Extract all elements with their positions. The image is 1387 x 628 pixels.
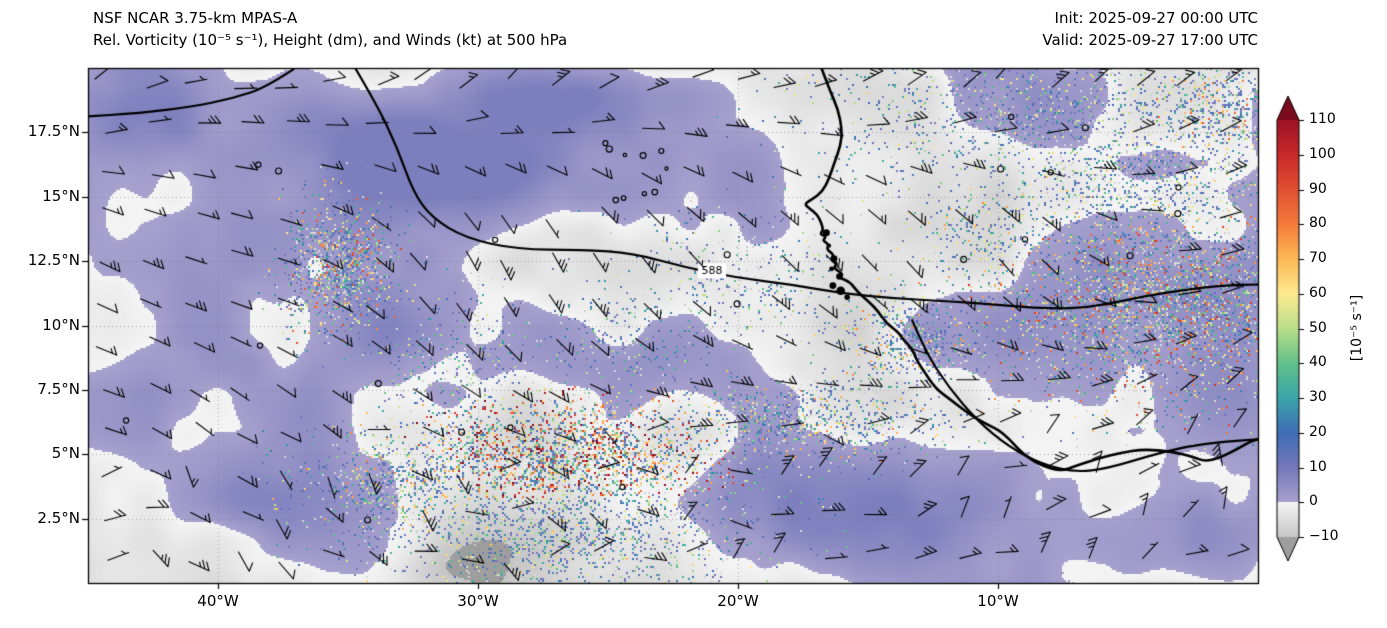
colorbar-tick-label: 90	[1309, 180, 1327, 197]
field-subtitle: Rel. Vorticity (10⁻⁵ s⁻¹), Height (dm), …	[93, 31, 568, 49]
colorbar-tick-label: 80	[1309, 215, 1327, 232]
x-tick-label: 40°W	[197, 592, 239, 610]
colorbar-tick-label: 0	[1309, 493, 1318, 510]
y-tick-label: 5°N	[51, 444, 80, 463]
model-title: NSF NCAR 3.75-km MPAS-A	[93, 9, 298, 27]
y-tick-label: 12.5°N	[27, 251, 80, 270]
colorbar-tick-label: 50	[1309, 319, 1327, 336]
colorbar-tick-label: 110	[1309, 111, 1336, 127]
colorbar-tick-label: 30	[1309, 389, 1327, 405]
colorbar-tick-label: 20	[1309, 423, 1327, 440]
colorbar-tick-label: 40	[1309, 354, 1327, 371]
y-tick-label: 17.5°N	[27, 122, 80, 141]
x-tick-label: 20°W	[717, 592, 759, 610]
x-tick-label: 10°W	[977, 592, 1019, 610]
colorbar-tick-label: 10	[1309, 458, 1327, 475]
valid-time-label: Valid: 2025-09-27 17:00 UTC	[1042, 31, 1258, 49]
y-tick-label: 15°N	[42, 186, 80, 205]
init-time-label: Init: 2025-09-27 00:00 UTC	[1054, 9, 1258, 27]
colorbar-tick-label: 70	[1309, 250, 1327, 266]
colorbar-tick-label: 100	[1309, 145, 1336, 162]
y-tick-label: 2.5°N	[37, 508, 80, 527]
y-tick-label: 10°N	[42, 315, 80, 334]
x-tick-label: 30°W	[457, 592, 499, 610]
y-tick-label: 7.5°N	[37, 379, 80, 398]
colorbar-tick-label: −10	[1309, 528, 1339, 544]
colorbar-tick-label: 60	[1309, 284, 1327, 301]
